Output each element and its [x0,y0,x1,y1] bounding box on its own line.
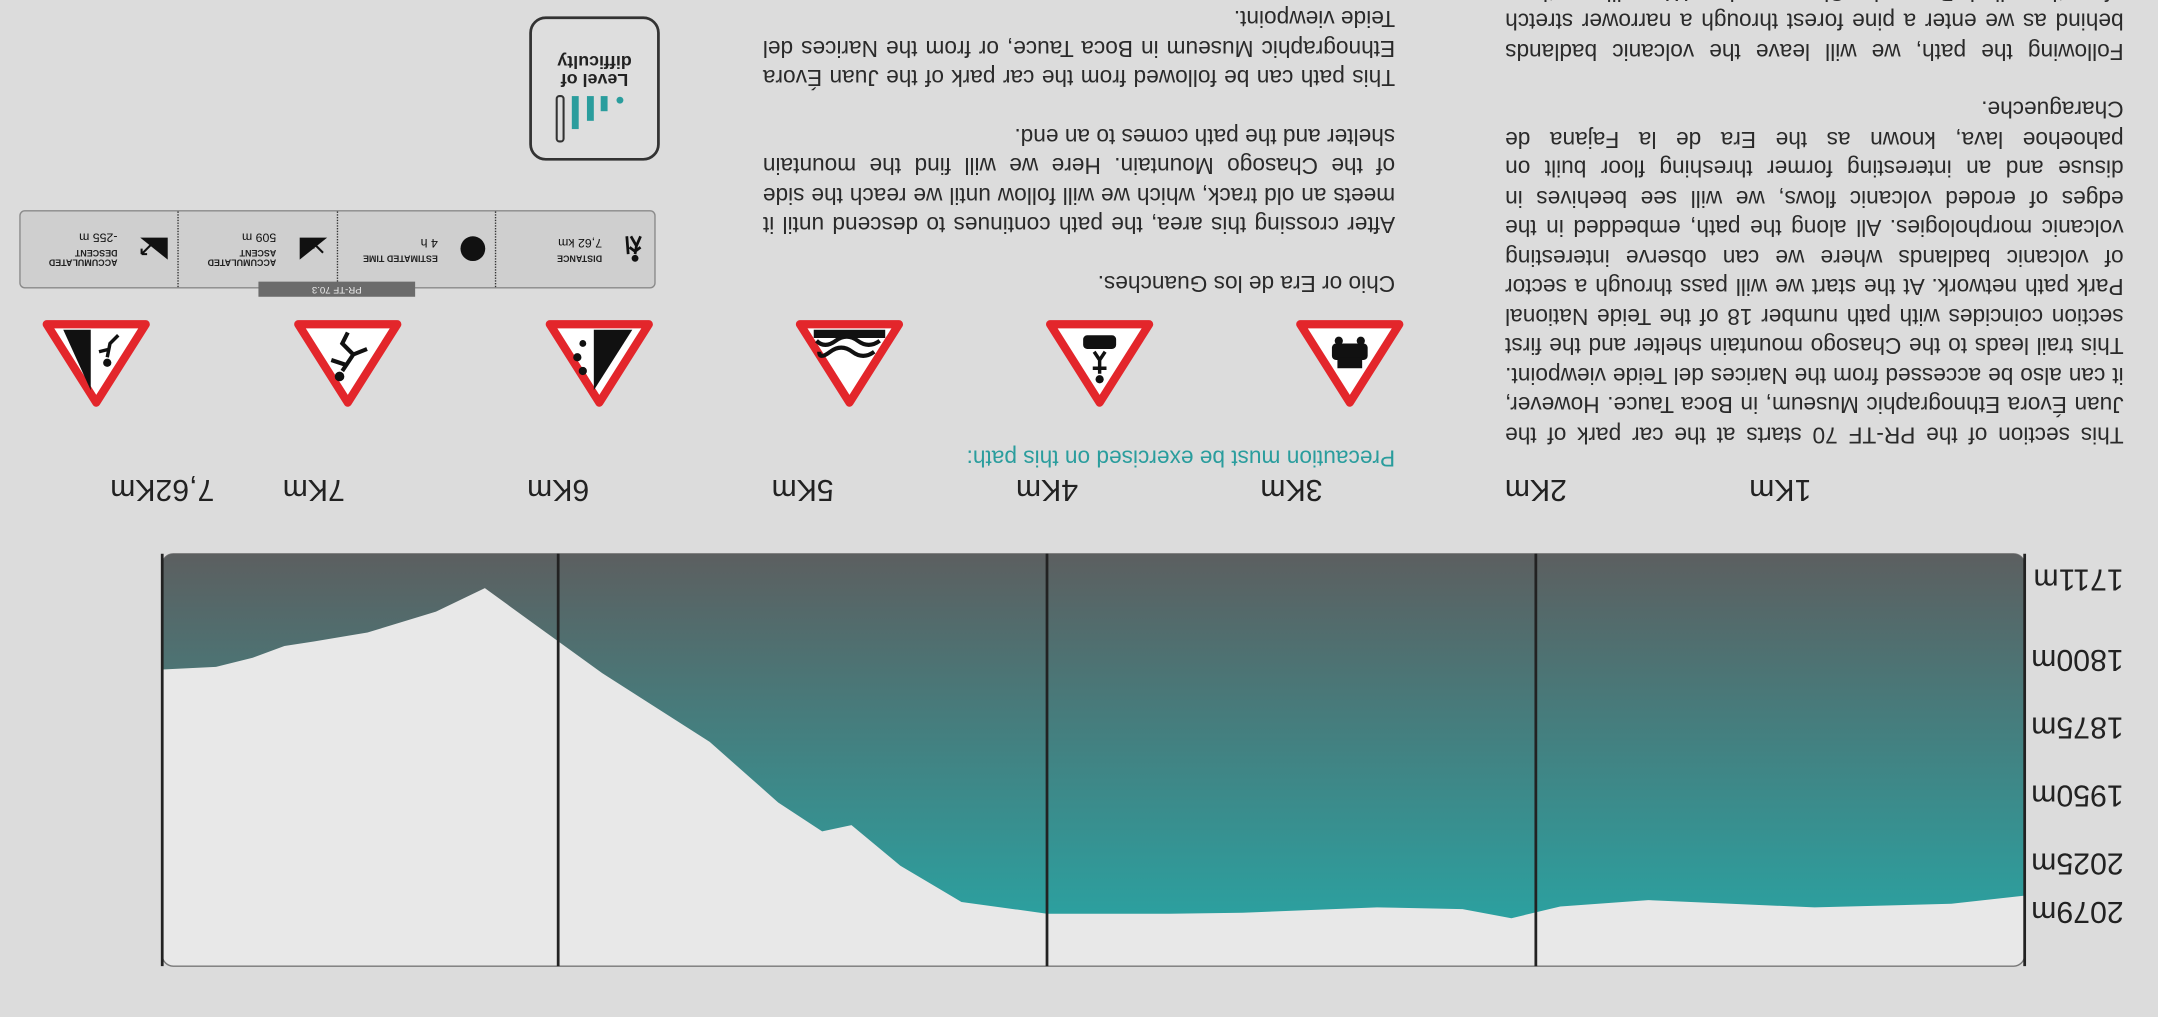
stat: ESTIMATED TIME 4 h [338,211,497,288]
difficulty-label: Level of [560,69,629,91]
clock-icon [461,236,486,262]
stat-value: -255 m [79,231,118,246]
stat-value: 7,62 km [558,236,603,251]
x-tick-label: 3Km [1260,473,1322,506]
warning-sign [795,320,904,407]
stat-value: 509 m [241,231,277,246]
difficulty-icon [555,95,624,143]
warning-sign [545,320,653,407]
text-column: Chio or Era de los Guanches. After cross… [763,3,1395,297]
y-tick-label: 1711m [2033,562,2123,595]
precaution-heading: Precaution must be exercised on this pat… [966,445,1396,470]
paragraph: Following the path, we will leave the vo… [1505,0,2124,64]
y-tick-label: 2079m [2031,895,2123,928]
x-tick-label: 6Km [527,473,589,506]
hiker-icon [625,236,642,263]
stat-label: ACCUMULATED DESCENT [48,247,118,268]
stat-value: 4 h [420,236,438,251]
ascent-icon [299,238,328,261]
x-tick-label: 5Km [772,473,834,506]
text-column: This section of the PR-TF 70 starts at t… [1505,0,2124,448]
x-tick-label: 7,62Km [110,473,214,506]
y-tick-label: 1875m [2031,711,2123,744]
stat: ACCUMULATED DESCENT -255 m [20,211,180,288]
stat: ACCUMULATED ASCENT 509 m [179,211,339,288]
x-tick-label: 7Km [283,473,345,506]
stats-box: DISTANCE 7,62 km ESTIMATED TIME 4 h ACCUMU… [19,210,656,289]
elevation-chart: 2079m 2025m 1950m 1875m 1800m 1711m 1Km 2Km 3Km 4… [110,473,2124,967]
paragraph: This path can be followed from the car p… [762,6,1396,90]
warning-sign [294,320,402,407]
stat-label: DISTANCE [557,252,603,263]
warning-sign [1296,320,1404,407]
descent-icon [140,238,169,261]
difficulty-label: difficulty [557,52,632,73]
stat: DISTANCE 7,62 km [497,212,654,288]
stat-label: ACCUMULATED ASCENT [207,247,277,268]
y-tick-label: 1950m [2031,778,2123,811]
x-tick-label: 1Km [1749,473,1811,506]
x-tick-label: 2Km [1505,473,1567,506]
paragraph: Chio or Era de los Guanches. [1097,270,1396,296]
x-tick-label: 4Km [1016,473,1078,506]
y-tick-label: 1800m [2031,643,2123,676]
elevation-area [162,553,2025,919]
y-tick-label: 2025m [2031,846,2123,879]
warning-sign [42,320,150,407]
stat-label: ESTIMATED TIME [363,252,438,263]
paragraph: This section of the PR-TF 70 starts at t… [1505,96,2124,447]
difficulty-box: Level of difficulty [529,16,660,161]
warning-sign [1046,320,1154,407]
paragraph: After crossing this area, the path conti… [762,123,1396,237]
route-code: PR-TF 70.3 [258,281,416,297]
